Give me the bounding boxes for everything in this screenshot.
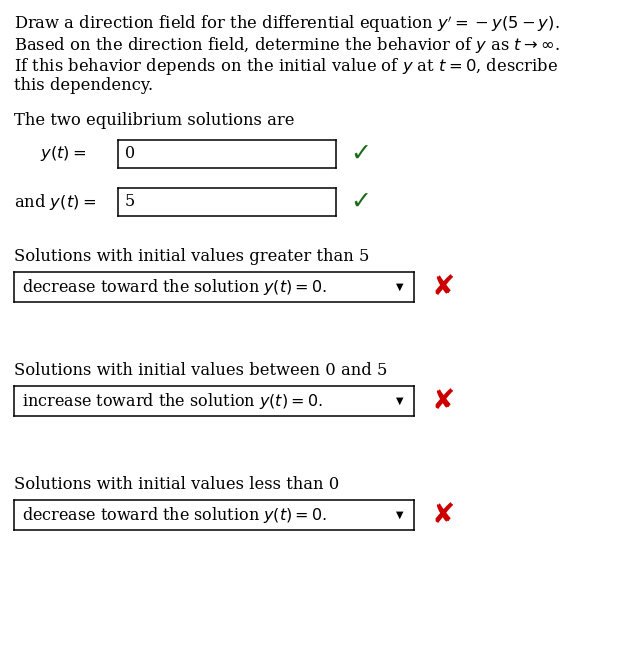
Text: this dependency.: this dependency.: [14, 77, 153, 94]
Text: 5: 5: [125, 194, 135, 210]
Text: Solutions with initial values between 0 and 5: Solutions with initial values between 0 …: [14, 362, 387, 379]
Text: ▼: ▼: [396, 396, 404, 406]
Text: ✘: ✘: [432, 501, 455, 529]
Text: Solutions with initial values less than 0: Solutions with initial values less than …: [14, 476, 340, 493]
Text: The two equilibrium solutions are: The two equilibrium solutions are: [14, 112, 294, 129]
Text: ▼: ▼: [396, 282, 404, 292]
Text: increase toward the solution $y(t) = 0.$: increase toward the solution $y(t) = 0.$: [22, 391, 323, 411]
Text: decrease toward the solution $y(t) = 0.$: decrease toward the solution $y(t) = 0.$: [22, 505, 327, 525]
Text: Draw a direction field for the differential equation $y^{\prime} = -y(5 - y)$.: Draw a direction field for the different…: [14, 14, 559, 35]
Text: Solutions with initial values greater than 5: Solutions with initial values greater th…: [14, 248, 369, 265]
Text: decrease toward the solution $y(t) = 0.$: decrease toward the solution $y(t) = 0.$: [22, 277, 327, 297]
Text: ✓: ✓: [350, 142, 371, 166]
Text: $y(t) =$: $y(t) =$: [40, 144, 87, 163]
Text: ✓: ✓: [350, 190, 371, 214]
Text: ✘: ✘: [432, 273, 455, 301]
Text: ✘: ✘: [432, 387, 455, 415]
Text: Based on the direction field, determine the behavior of $y$ as $t \to \infty$.: Based on the direction field, determine …: [14, 35, 559, 55]
Text: ▼: ▼: [396, 510, 404, 520]
Text: If this behavior depends on the initial value of $y$ at $t = 0$, describe: If this behavior depends on the initial …: [14, 56, 558, 77]
Text: and $y(t) =$: and $y(t) =$: [14, 192, 96, 212]
Text: 0: 0: [125, 145, 135, 163]
